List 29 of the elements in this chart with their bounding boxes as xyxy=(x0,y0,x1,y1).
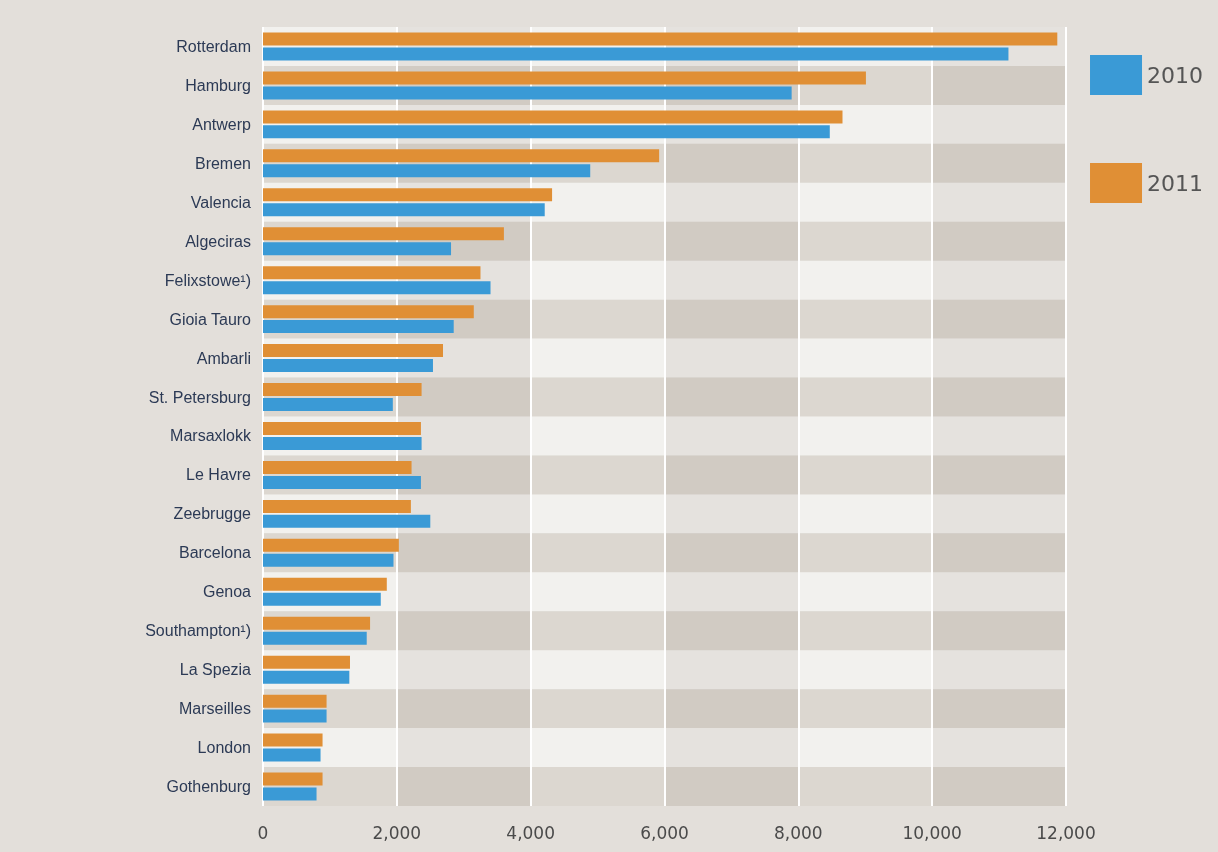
y-tick-label: Le Havre xyxy=(186,466,252,484)
y-tick-label: Southampton¹) xyxy=(145,622,251,640)
y-tick-label: Ambarli xyxy=(196,349,251,367)
y-tick-label: Rotterdam xyxy=(176,37,251,55)
x-tick-label: 10,000 xyxy=(902,822,962,843)
y-tick-label: Hamburg xyxy=(185,76,251,94)
y-tick-label: London xyxy=(197,739,251,757)
y-tick-label: Gioia Tauro xyxy=(169,310,252,328)
x-tick-label: 0 xyxy=(257,822,269,843)
y-tick-label: Gothenburg xyxy=(166,778,251,796)
y-tick-label: Antwerp xyxy=(192,115,252,133)
x-tick-label: 4,000 xyxy=(506,822,555,843)
x-tick-label: 6,000 xyxy=(640,822,689,843)
y-tick-label: Valencia xyxy=(190,193,252,211)
x-tick-label: 12,000 xyxy=(1036,822,1096,843)
y-tick-label: La Spezia xyxy=(179,661,252,679)
y-tick-label: Zeebrugge xyxy=(173,505,252,523)
x-tick-label: 8,000 xyxy=(774,822,823,843)
legend-label: 2011 xyxy=(1147,170,1204,196)
y-tick-label: Marsaxlokk xyxy=(170,427,252,445)
y-tick-label: Barcelona xyxy=(178,544,252,562)
y-tick-label: Genoa xyxy=(202,583,252,601)
y-tick-label: Bremen xyxy=(194,154,251,172)
y-tick-label: Algeciras xyxy=(185,232,251,250)
legend-label: 2010 xyxy=(1147,62,1204,88)
x-tick-label: 2,000 xyxy=(372,822,422,843)
y-tick-label: St. Petersburg xyxy=(148,388,251,406)
y-tick-label: Marseilles xyxy=(178,700,251,718)
y-tick-label: Felixstowe¹) xyxy=(164,271,251,289)
